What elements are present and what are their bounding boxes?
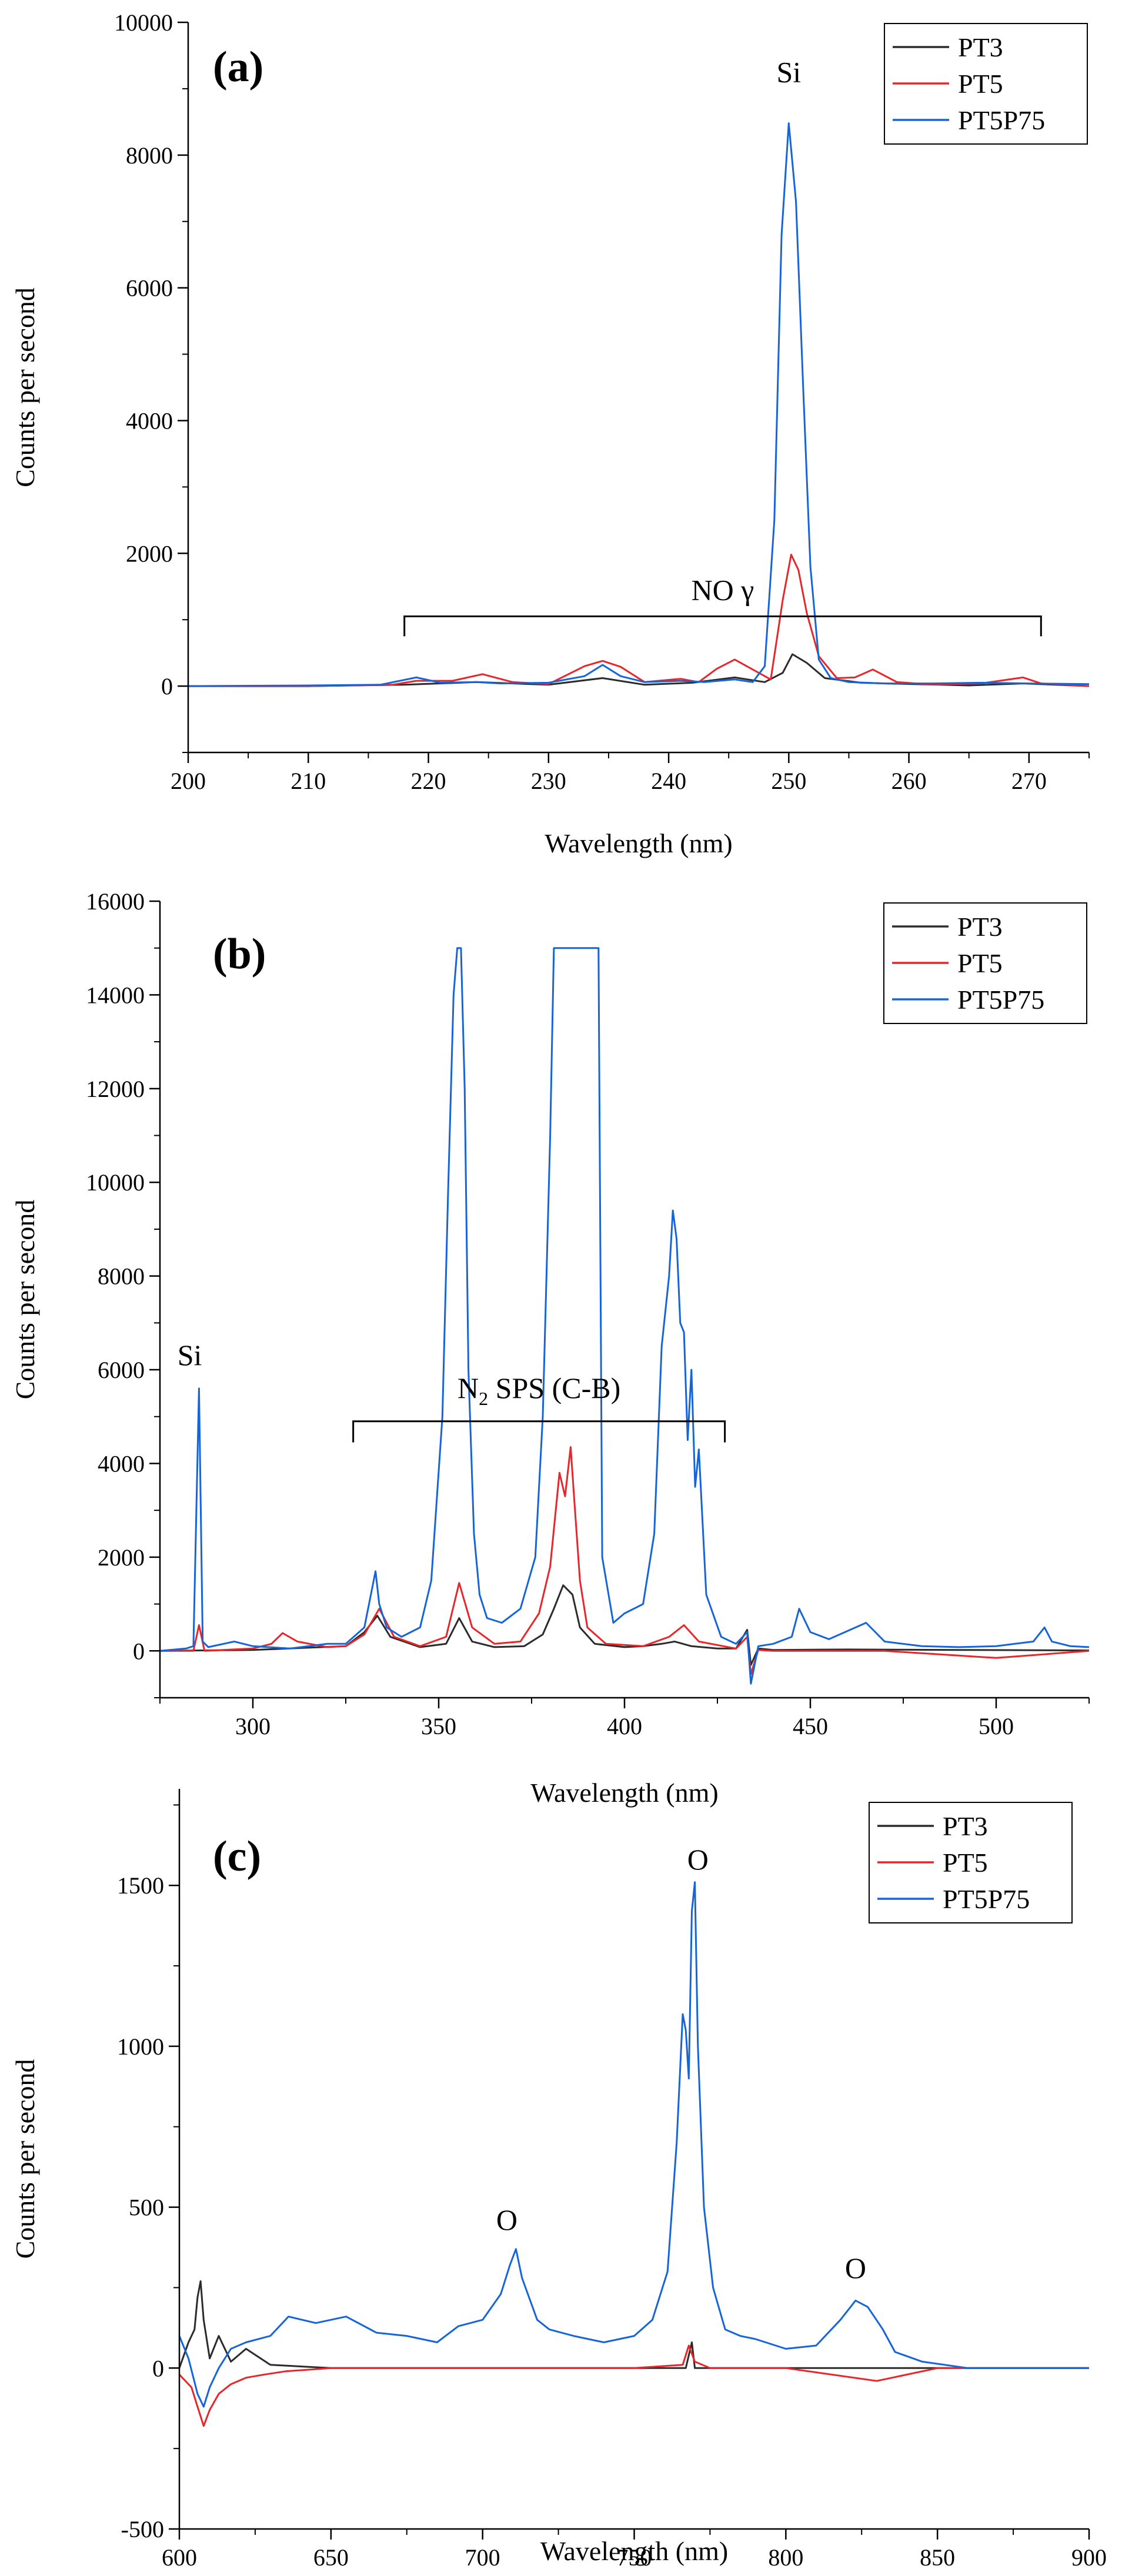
series-line-pt5p75 <box>160 947 1089 1685</box>
x-tick-label: 350 <box>421 1713 456 1739</box>
legend-entry: PT5 <box>943 1848 988 1878</box>
legend-entry: PT5P75 <box>943 1884 1030 1914</box>
x-axis-label: Wavelength (nm) <box>540 2536 728 2566</box>
y-tick-label: 8000 <box>98 1263 145 1290</box>
annotation-label: Si <box>178 1339 202 1371</box>
y-axis-label: Counts per second <box>10 287 40 487</box>
x-tick-label: 700 <box>465 2544 500 2571</box>
series-line-pt5p75 <box>179 1881 1089 2408</box>
y-tick-label: 6000 <box>98 1357 145 1383</box>
series-line-pt5 <box>188 554 1089 687</box>
x-tick-label: 210 <box>290 768 326 794</box>
y-tick-label: 12000 <box>86 1076 145 1102</box>
x-tick-label: 300 <box>235 1713 271 1739</box>
y-tick-label: 0 <box>152 2355 164 2381</box>
panel-a: 200 210 220 230 240 250 260 270 0 2000 4000 6000 800… <box>10 9 1090 858</box>
x-tick-label: 260 <box>891 768 927 794</box>
series-line-pt3 <box>179 2280 1089 2369</box>
y-tick-label: 14000 <box>86 982 145 1008</box>
y-tick-label: 0 <box>161 673 173 700</box>
series-line-pt5p75 <box>188 122 1089 687</box>
x-axis-label: Wavelength (nm) <box>530 1778 718 1808</box>
y-tick-label: 4000 <box>126 407 173 434</box>
annotation-label: O <box>687 1843 709 1876</box>
y-tick-label: 6000 <box>126 275 173 302</box>
panel-c: 600 650 700 750 800 850 900 -500 0 500 1000 1500 Wav… <box>10 1789 1107 2571</box>
series-line-pt3 <box>160 1584 1089 1666</box>
x-tick-label: 650 <box>313 2544 349 2571</box>
x-tick-label: 450 <box>793 1713 828 1739</box>
x-axis-label: Wavelength (nm) <box>545 828 732 858</box>
bracket <box>352 1420 726 1443</box>
series-line-pt5 <box>179 2344 1089 2427</box>
legend-entry: PT3 <box>943 1811 988 1841</box>
x-tick-label: 750 <box>617 2544 652 2571</box>
y-tick-label: 1000 <box>117 2033 164 2060</box>
x-tick-label: 250 <box>771 768 806 794</box>
y-tick-label: 1500 <box>117 1872 164 1899</box>
y-tick-label: 4000 <box>98 1450 145 1477</box>
x-tick-label: 220 <box>411 768 446 794</box>
legend-entry: PT5 <box>957 948 1003 978</box>
series-line-pt5 <box>160 1446 1089 1675</box>
y-axis-label: Counts per second <box>10 1200 40 1400</box>
panel-b: 300 350 400 450 500 0 2000 4000 6000 8000 10000 120… <box>10 888 1090 1808</box>
legend-entry: PT5P75 <box>958 105 1045 135</box>
x-tick-label: 850 <box>920 2544 955 2571</box>
legend-entry: PT3 <box>958 32 1003 62</box>
x-tick-label: 500 <box>979 1713 1014 1739</box>
x-tick-label: 400 <box>607 1713 642 1739</box>
y-tick-label: 2000 <box>98 1544 145 1571</box>
annotation-label: Si <box>776 56 801 89</box>
annotation-label: O <box>496 2203 517 2236</box>
annotation-label: N2 SPS (C-B) <box>458 1371 620 1409</box>
x-tick-label: 200 <box>171 768 206 794</box>
panel-label: (c) <box>213 1832 261 1881</box>
legend-entry: PT5 <box>958 69 1003 99</box>
x-tick-label: 240 <box>651 768 686 794</box>
y-tick-label: 500 <box>129 2194 164 2221</box>
y-tick-label: 8000 <box>126 142 173 169</box>
x-tick-label: 270 <box>1011 768 1047 794</box>
y-tick-label: 2000 <box>126 540 173 567</box>
panel-label: (b) <box>213 930 266 978</box>
y-axis-label: Counts per second <box>10 2059 40 2259</box>
x-tick-label: 230 <box>531 768 566 794</box>
x-tick-label: 600 <box>162 2544 197 2571</box>
annotation-label: O <box>845 2252 866 2284</box>
y-tick-label: -500 <box>121 2516 164 2542</box>
bracket <box>403 615 1042 637</box>
y-tick-label: 10000 <box>114 9 173 36</box>
y-tick-label: 16000 <box>86 888 145 915</box>
x-tick-label: 800 <box>768 2544 803 2571</box>
y-tick-label: 10000 <box>86 1169 145 1196</box>
x-tick-label: 900 <box>1071 2544 1107 2571</box>
panel-label: (a) <box>213 43 263 91</box>
y-tick-label: 0 <box>133 1638 145 1664</box>
legend-entry: PT5P75 <box>957 985 1044 1015</box>
legend-entry: PT3 <box>957 912 1003 942</box>
annotation-label: NO γ <box>692 573 754 606</box>
